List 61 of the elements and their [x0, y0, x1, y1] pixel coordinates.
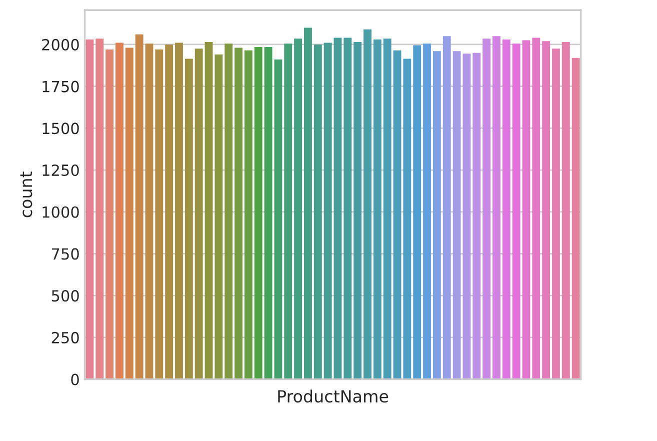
bar — [393, 50, 402, 380]
bar — [304, 28, 312, 380]
bar — [364, 29, 372, 380]
bar — [373, 39, 382, 380]
bar — [194, 48, 203, 380]
bar — [344, 38, 352, 380]
bar — [96, 38, 104, 380]
bar — [214, 54, 223, 380]
bar — [284, 44, 292, 380]
bar — [502, 39, 510, 380]
bar — [442, 36, 451, 380]
bar — [522, 40, 530, 380]
y-tick-label: 750 — [52, 248, 79, 260]
bar — [264, 46, 272, 380]
bar — [403, 58, 412, 380]
bar — [472, 52, 481, 380]
y-tick-label: 1500 — [42, 122, 79, 134]
bar — [175, 42, 183, 380]
bar — [413, 45, 422, 380]
bar — [562, 42, 570, 380]
bar — [106, 49, 114, 380]
y-tick-label: 0 — [71, 374, 79, 386]
bar — [155, 49, 164, 380]
bar — [542, 41, 550, 380]
bar — [492, 36, 500, 380]
y-tick-label: 1000 — [42, 206, 79, 218]
bar — [234, 48, 242, 380]
bar — [145, 44, 154, 380]
bar — [432, 51, 441, 380]
bar — [462, 54, 471, 380]
bar — [334, 38, 342, 380]
bar — [452, 51, 461, 380]
bar — [482, 38, 491, 380]
bar — [423, 44, 431, 380]
bar — [224, 44, 233, 380]
y-tick-label: 1750 — [42, 80, 79, 92]
bar — [294, 38, 302, 380]
x-axis-title: ProductName — [278, 390, 388, 403]
bar — [165, 44, 174, 380]
bar — [354, 42, 362, 380]
bar — [244, 50, 252, 380]
bar — [572, 58, 580, 380]
bar — [135, 34, 144, 380]
bar — [552, 48, 560, 380]
bar — [86, 39, 94, 380]
bar — [512, 44, 520, 380]
bar — [383, 38, 392, 380]
bar — [184, 58, 193, 380]
bar — [204, 42, 213, 380]
y-tick-label: 500 — [52, 290, 79, 302]
y-tick-label: 250 — [52, 332, 79, 344]
bar — [324, 42, 332, 380]
bar — [125, 48, 134, 380]
bar — [314, 44, 322, 380]
bar — [274, 60, 282, 380]
bar — [254, 46, 262, 380]
bar — [532, 38, 540, 380]
bar — [116, 42, 124, 380]
y-axis-title: count — [20, 172, 32, 218]
y-tick-label: 1250 — [42, 164, 79, 176]
y-tick-label: 2000 — [42, 38, 79, 50]
